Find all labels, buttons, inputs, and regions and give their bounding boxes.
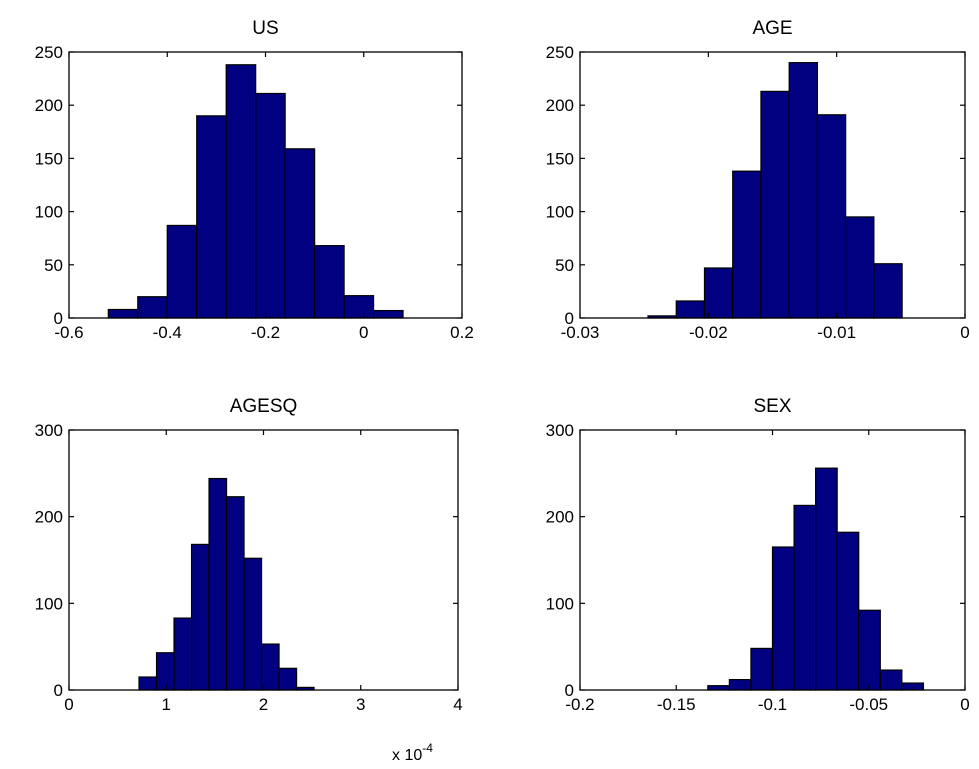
y-tick-label: 250 <box>35 43 63 62</box>
histogram-bar <box>750 647 774 691</box>
histogram-bar <box>173 617 193 691</box>
histogram-bar <box>260 643 280 691</box>
x-tick-label: 3 <box>356 695 365 714</box>
chart-title: AGESQ <box>230 396 298 417</box>
histogram-bar <box>707 685 730 691</box>
histogram-bar <box>107 308 139 319</box>
y-tick-label: 100 <box>35 203 63 222</box>
histogram-sex: 0 100 200 300 -0.2 -0.15 -0.1 -0.05 0 SEX <box>546 396 970 714</box>
chart-title: US <box>252 18 278 39</box>
multiplier-exponent: -4 <box>422 741 433 755</box>
histogram-bar <box>225 496 245 691</box>
histogram-bar <box>703 267 734 319</box>
y-tick-label: 200 <box>546 96 574 115</box>
y-tick-label: 300 <box>546 421 574 440</box>
y-tick-label: 200 <box>35 508 63 527</box>
x-tick-label: 1 <box>162 695 171 714</box>
x-tick-label: 0 <box>64 695 73 714</box>
histogram-bar <box>372 309 404 319</box>
x-tick-label: 2 <box>259 695 268 714</box>
histogram-bar <box>816 114 847 319</box>
x-tick-label: -0.2 <box>565 695 594 714</box>
histogram-bar <box>278 667 298 691</box>
x-tick-label: -0.15 <box>657 695 696 714</box>
axes-frame <box>579 51 966 319</box>
histogram-bar <box>760 90 790 319</box>
histogram-bar <box>771 546 795 691</box>
x-tick-label: -0.4 <box>153 323 182 342</box>
histogram-age: 0 50 100 150 200 250 -0.03 -0.02 -0.01 0 AGE <box>546 18 970 342</box>
x-tick-label: 0.2 <box>450 323 474 342</box>
y-tick-label: 100 <box>546 594 574 613</box>
histogram-bar <box>137 296 168 319</box>
y-tick-label: 150 <box>546 149 574 168</box>
x-tick-label: -0.1 <box>758 695 787 714</box>
histogram-bar <box>284 148 316 319</box>
chart-title: AGE <box>752 18 792 39</box>
y-tick-label: 0 <box>565 309 574 328</box>
histogram-bar <box>225 64 257 319</box>
histogram-bar <box>155 652 175 691</box>
x-tick-label: -0.6 <box>54 323 83 342</box>
histogram-bar <box>793 504 817 691</box>
histogram-bar <box>879 669 903 691</box>
histogram-bar <box>255 92 286 319</box>
histogram-bar <box>343 295 375 319</box>
y-tick-label: 100 <box>546 203 574 222</box>
histogram-us: 0 50 100 150 200 250 -0.6 -0.4 -0.2 0 0.2 US <box>35 18 474 342</box>
y-tick-label: 200 <box>35 96 63 115</box>
x-tick-label: -0.2 <box>251 323 280 342</box>
histogram-bar <box>675 300 706 319</box>
x-tick-label: -0.03 <box>561 323 600 342</box>
histogram-bar <box>208 477 228 691</box>
y-tick-label: 150 <box>35 149 63 168</box>
histogram-bar <box>166 224 198 319</box>
y-tick-label: 50 <box>555 256 574 275</box>
x-tick-label: 4 <box>453 695 462 714</box>
histogram-bar <box>732 170 762 319</box>
x-tick-label: -0.01 <box>817 323 856 342</box>
histogram-bar <box>138 676 158 691</box>
histogram-bar <box>728 678 752 691</box>
histogram-bar <box>836 531 860 691</box>
y-tick-label: 250 <box>546 43 574 62</box>
chart-title: SEX <box>753 396 791 417</box>
y-tick-label: 0 <box>565 681 574 700</box>
x-tick-label: 0 <box>359 323 368 342</box>
histogram-agesq: 0 100 200 300 0 1 2 3 4 AGESQ x 10-4 <box>35 396 463 764</box>
histogram-bar <box>858 609 881 691</box>
histogram-bar <box>845 216 875 319</box>
y-tick-label: 100 <box>35 594 63 613</box>
x-tick-label: -0.05 <box>849 695 888 714</box>
histogram-bar <box>873 263 903 319</box>
y-tick-label: 0 <box>54 309 63 328</box>
multiplier-base: x 10 <box>392 747 422 764</box>
y-tick-label: 300 <box>35 421 63 440</box>
x-tick-label: -0.02 <box>689 323 728 342</box>
histogram-bar <box>190 543 210 691</box>
y-tick-label: 0 <box>54 681 63 700</box>
histogram-bar <box>815 467 838 691</box>
y-tick-label: 200 <box>546 508 574 527</box>
histogram-bar <box>314 245 345 319</box>
x-axis-multiplier: x 10-4 <box>392 741 433 764</box>
x-tick-label: 0 <box>960 695 969 714</box>
histogram-bar <box>243 557 263 691</box>
histogram-bar <box>196 115 227 319</box>
y-tick-label: 50 <box>44 256 63 275</box>
histogram-bar <box>901 682 925 691</box>
x-tick-label: 0 <box>960 323 969 342</box>
histogram-bar <box>788 62 819 319</box>
